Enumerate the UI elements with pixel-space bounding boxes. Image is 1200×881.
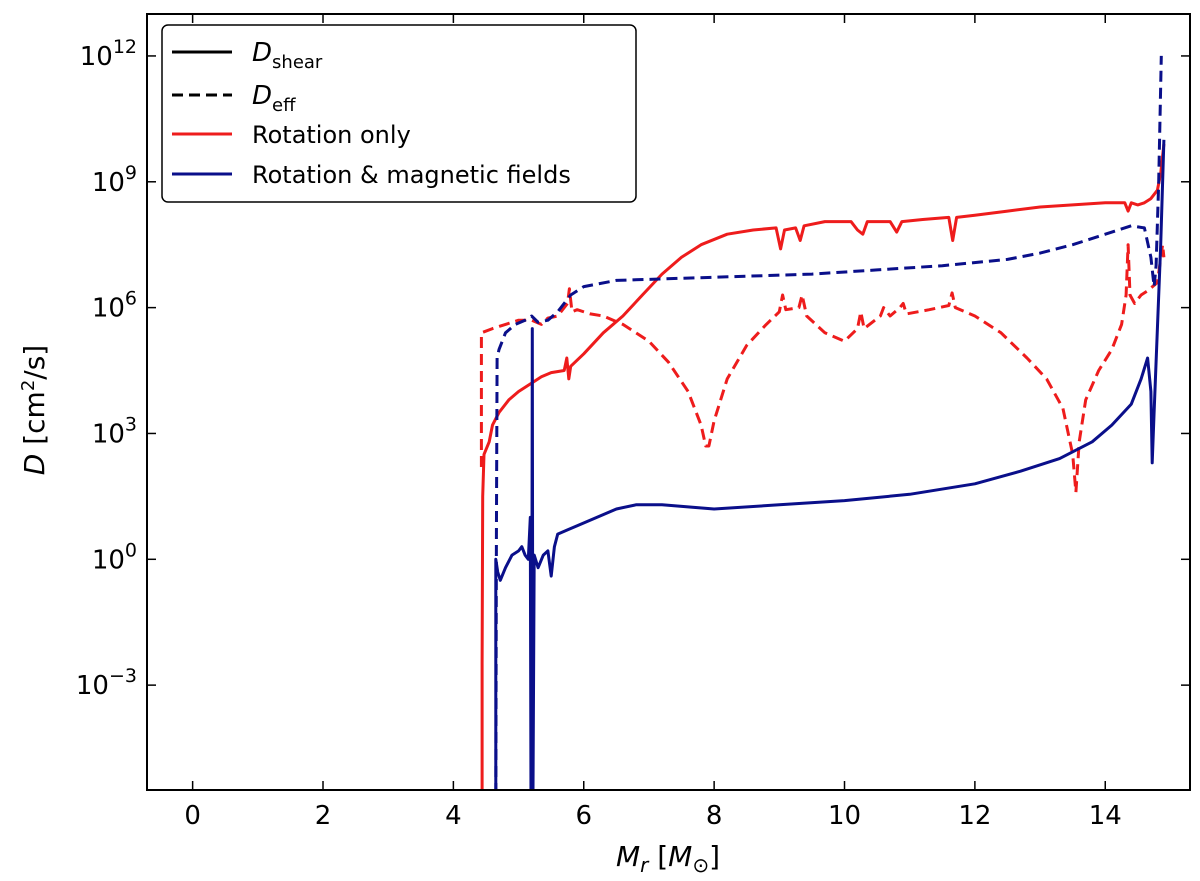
y-tick-label: 1012 bbox=[80, 36, 137, 72]
x-tick-label: 10 bbox=[828, 801, 861, 831]
y-tick-label: 100 bbox=[92, 539, 137, 575]
legend-label-rot: Rotation only bbox=[252, 121, 411, 149]
series-line-3 bbox=[494, 139, 1166, 790]
plot-frame bbox=[146, 13, 1191, 791]
x-tick-label: 0 bbox=[184, 801, 201, 831]
x-tick-label: 8 bbox=[706, 801, 723, 831]
y-tick-label: 106 bbox=[92, 288, 137, 324]
series-layer bbox=[479, 55, 1166, 790]
series-line-2 bbox=[479, 243, 1166, 494]
legend-label-eff: Deff bbox=[252, 81, 296, 116]
x-tick-label: 6 bbox=[575, 801, 592, 831]
legend-label-shear: Dshear bbox=[252, 38, 323, 73]
x-tick-label: 14 bbox=[1089, 801, 1122, 831]
y-axis-label: D [cm2/s] bbox=[18, 345, 51, 475]
legend-label-mag: Rotation & magnetic fields bbox=[252, 161, 571, 189]
x-tick-label: 4 bbox=[445, 801, 462, 831]
x-axis-label: Mr [M⊙] bbox=[616, 840, 720, 877]
x-tick-label: 2 bbox=[315, 801, 332, 831]
legend-box bbox=[161, 24, 637, 203]
x-tick-label: 12 bbox=[958, 801, 991, 831]
y-tick-label: 10−3 bbox=[76, 665, 137, 701]
y-tick-label: 109 bbox=[92, 162, 137, 198]
legend: Dshear Deff Rotation only Rotation & magnet… bbox=[161, 24, 637, 203]
series-line-1 bbox=[480, 143, 1166, 790]
y-tick-label: 103 bbox=[92, 413, 137, 449]
